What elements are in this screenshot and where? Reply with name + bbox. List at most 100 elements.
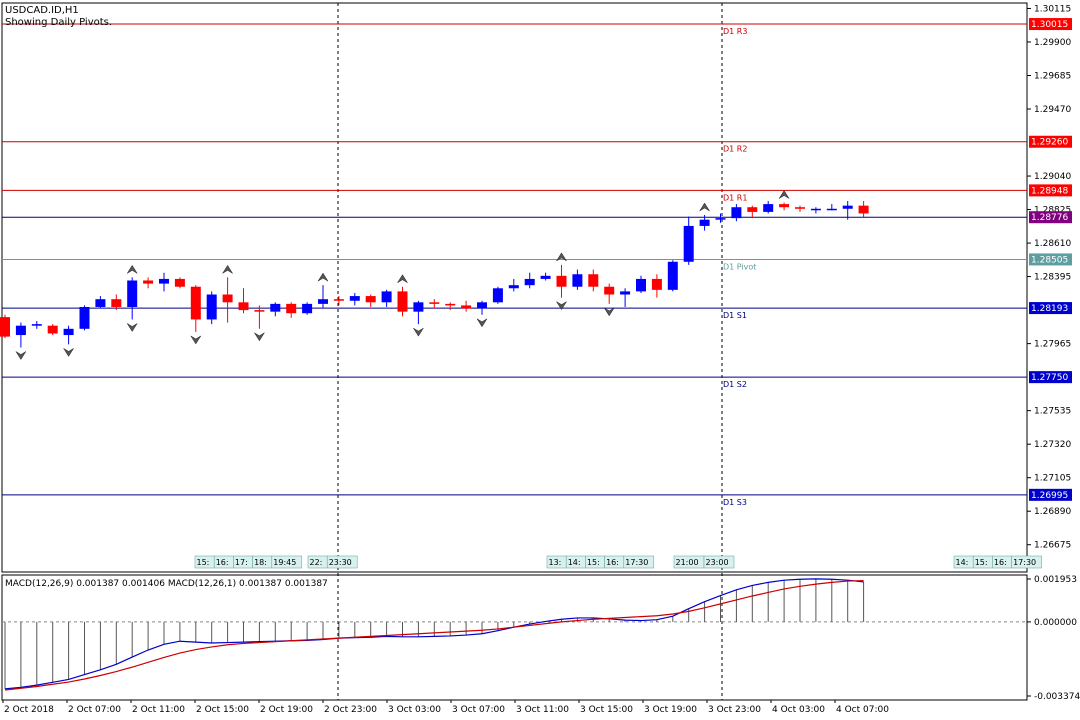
time-axis-label: 4 Oct 03:00	[772, 705, 825, 715]
candle-body	[477, 302, 487, 309]
time-axis-label: 2 Oct 23:00	[324, 705, 377, 715]
candle-body	[556, 275, 567, 287]
candle-body	[636, 278, 646, 292]
time-axis-label: 3 Oct 03:00	[388, 705, 441, 715]
candle-body	[270, 303, 281, 312]
price-axis-tick-label: 1.28610	[1034, 239, 1071, 249]
price-axis-tick-label: 1.26675	[1034, 541, 1071, 551]
candle-body	[254, 310, 265, 312]
price-axis-tick-label: 1.29900	[1034, 38, 1071, 48]
candle-body	[222, 294, 233, 303]
time-axis-label: 3 Oct 19:00	[644, 705, 697, 715]
pivot-level-name: D1 R3	[723, 27, 747, 36]
time-axis-label: 4 Oct 07:00	[836, 705, 889, 715]
candle-body	[445, 303, 456, 306]
time-axis-label: 3 Oct 11:00	[516, 705, 569, 715]
candle-body	[699, 219, 710, 226]
candle-body	[461, 305, 472, 309]
candle-body	[715, 218, 726, 220]
fractal-arrow	[126, 323, 138, 332]
candle-body	[31, 324, 42, 326]
candle-body	[747, 207, 758, 212]
candle-body	[349, 296, 360, 301]
session-marker-label: 15:	[197, 558, 210, 567]
candle-body	[174, 278, 185, 287]
current-price-label: 1.28776	[1031, 213, 1068, 223]
session-marker-label: 17:30	[1013, 558, 1036, 567]
session-marker-label: 16:	[216, 558, 229, 567]
session-marker-label: 14:	[568, 558, 581, 567]
fractal-arrow	[476, 318, 488, 328]
candle-body	[111, 299, 122, 307]
time-axis-label: 3 Oct 23:00	[708, 705, 761, 715]
session-marker-box	[1011, 555, 1042, 569]
price-panel-frame	[1, 2, 1028, 573]
price-axis-tick-label: 1.27965	[1034, 340, 1071, 350]
price-axis-tick-label: 1.28395	[1034, 273, 1071, 283]
pivot-level-price-tag	[1029, 18, 1072, 31]
candle-body	[604, 286, 615, 295]
candle-body	[508, 285, 519, 289]
price-axis-tick-label: 1.29685	[1034, 71, 1071, 81]
session-marker-label: 15:	[975, 558, 988, 567]
candle-body	[190, 286, 201, 320]
candle-body	[238, 302, 249, 311]
candle-body	[127, 280, 138, 307]
candle-body	[429, 302, 440, 304]
macd-axis-tick-label: 0.000000	[1034, 618, 1077, 628]
price-axis-tick-label: 1.27105	[1034, 474, 1071, 484]
price-axis-tick-label: 1.26890	[1034, 507, 1071, 517]
candle-body	[842, 205, 853, 209]
candle-body	[79, 306, 90, 329]
candle-body	[413, 302, 424, 312]
candle-body	[524, 278, 535, 286]
fractal-arrow	[778, 190, 790, 199]
candle-body	[826, 208, 837, 211]
candle-body	[667, 261, 678, 290]
session-marker-label: 16:	[994, 558, 1007, 567]
candle-body	[397, 291, 408, 312]
current-price-tag	[1029, 211, 1072, 224]
session-marker-label: 17:	[235, 558, 248, 567]
candle-body	[286, 303, 297, 314]
pivot-level-price-label: 1.26995	[1031, 491, 1068, 501]
session-marker-label: 23:30	[329, 558, 352, 567]
candle-body	[318, 299, 328, 304]
session-marker-box	[623, 555, 655, 569]
time-axis-label: 2 Oct 11:00	[132, 705, 185, 715]
candle-body	[858, 205, 869, 214]
macd-axis-tick-label: 0.001953	[1034, 575, 1077, 585]
candle-body	[365, 296, 376, 303]
candle-body	[0, 317, 10, 337]
time-axis-label: 3 Oct 15:00	[580, 705, 633, 715]
fractal-arrow	[63, 348, 74, 357]
session-marker-label: 14:	[956, 558, 969, 567]
macd-title: MACD(12,26,9) 0.001387 0.001406 MACD(12,…	[5, 579, 328, 589]
pivot-level-name: D1 R2	[723, 145, 747, 154]
chart-subtitle: Showing Daily Pivots.	[5, 17, 112, 28]
fractal-arrow	[15, 351, 27, 360]
candle-body	[795, 207, 805, 209]
price-axis-tick-label: 1.29470	[1034, 105, 1071, 115]
candle-body	[683, 225, 694, 262]
session-marker-label: 15:	[587, 558, 600, 567]
candle-body	[731, 207, 742, 219]
candle-body	[572, 274, 583, 287]
candle-body	[763, 204, 774, 212]
candle-body	[15, 325, 26, 336]
macd-series-line	[4, 578, 864, 690]
time-axis-label: 3 Oct 07:00	[452, 705, 505, 715]
pivot-level-price-label: 1.27750	[1031, 373, 1068, 383]
pivot-level-price-label: 1.28948	[1031, 186, 1068, 196]
pivot-level-price-tag	[1029, 371, 1072, 384]
chart-symbol-title: USDCAD.ID,H1	[5, 5, 79, 16]
time-axis-label: 2 Oct 07:00	[68, 705, 121, 715]
pivot-level-price-tag	[1029, 253, 1072, 266]
candle-body	[143, 280, 154, 284]
pivot-level-name: D1 Pivot	[723, 262, 756, 271]
fractal-arrow	[413, 327, 424, 337]
fractal-arrow	[222, 264, 233, 274]
time-axis-label: 2 Oct 2018	[4, 705, 54, 715]
